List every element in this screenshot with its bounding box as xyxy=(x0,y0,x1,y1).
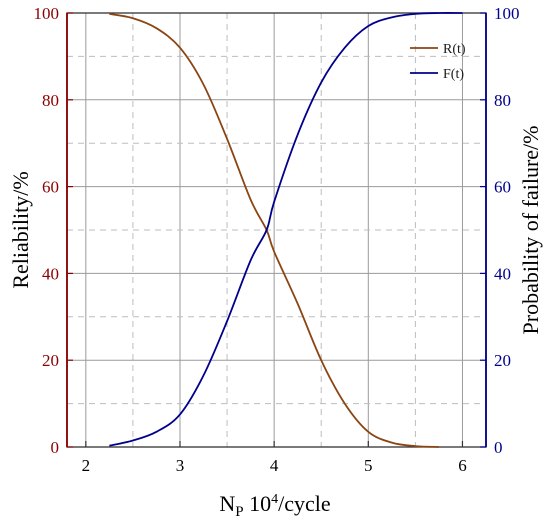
x-axis-title-tail: /cycle xyxy=(278,491,331,516)
y-left-axis-title: Reliability/% xyxy=(8,171,33,288)
y-right-tick-label: 0 xyxy=(494,438,503,457)
x-tick-label: 5 xyxy=(364,456,373,475)
y-right-tick-label: 20 xyxy=(494,351,511,370)
y-right-tick-label: 40 xyxy=(494,264,511,283)
x-tick-label: 6 xyxy=(458,456,467,475)
y-left-tick-label: 0 xyxy=(51,438,60,457)
axes-layer: 0 20 40 60 80 100 0 20 40 60 80 100 2 3 4 5 6 xyxy=(34,4,520,475)
x-tick-label: 2 xyxy=(82,456,91,475)
x-axis-title-sub: P xyxy=(235,504,243,520)
y-left-tick-label: 20 xyxy=(42,351,59,370)
y-right-tick-label: 100 xyxy=(494,4,520,23)
y-left-tick-label: 40 xyxy=(42,264,59,283)
y-right-tick-label: 80 xyxy=(494,91,511,110)
series-line-failure xyxy=(109,12,463,447)
x-tick-label: 3 xyxy=(176,456,185,475)
grid-lines xyxy=(67,12,486,448)
x-axis-title-base: 10 xyxy=(244,491,272,516)
x-tick-label: 4 xyxy=(270,456,279,475)
y-left-tick-label: 80 xyxy=(42,91,59,110)
legend: R(t) F(t) xyxy=(410,42,466,82)
y-right-tick-label: 60 xyxy=(494,178,511,197)
series-line-reliability xyxy=(109,12,439,448)
y-right-axis-title: Probability of failure/% xyxy=(518,126,543,335)
y-left-tick-label: 100 xyxy=(34,4,60,23)
x-axis-title-n: N xyxy=(219,491,235,516)
legend-label: F(t) xyxy=(443,67,464,82)
legend-label: R(t) xyxy=(443,42,466,57)
x-axis-title: NP 104/cycle xyxy=(219,491,330,520)
series-layer xyxy=(109,12,463,448)
x-axis-title-sup: 4 xyxy=(271,492,278,507)
y-left-tick-label: 60 xyxy=(42,178,59,197)
